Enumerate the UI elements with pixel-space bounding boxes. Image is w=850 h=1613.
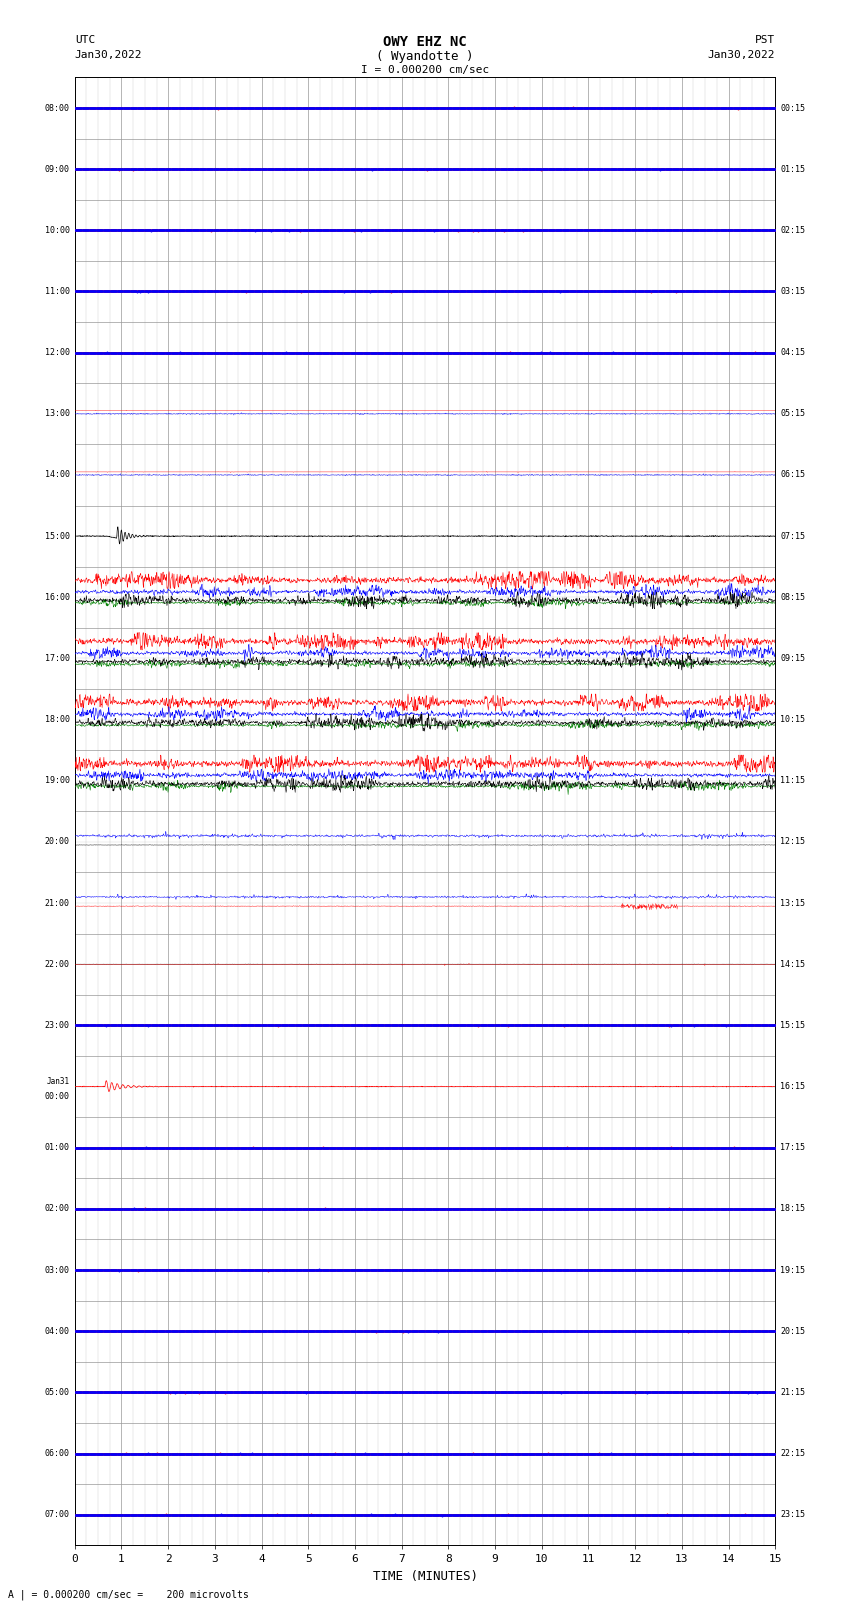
Text: 22:15: 22:15 — [780, 1448, 805, 1458]
Text: 17:15: 17:15 — [780, 1144, 805, 1152]
Text: Jan31: Jan31 — [47, 1077, 70, 1086]
Text: 06:15: 06:15 — [780, 471, 805, 479]
Text: 01:15: 01:15 — [780, 165, 805, 174]
Text: 09:00: 09:00 — [45, 165, 70, 174]
Text: OWY EHZ NC: OWY EHZ NC — [383, 35, 467, 50]
Text: 14:15: 14:15 — [780, 960, 805, 969]
Text: 20:00: 20:00 — [45, 837, 70, 847]
Text: 16:00: 16:00 — [45, 594, 70, 602]
Text: 10:15: 10:15 — [780, 715, 805, 724]
Text: 00:00: 00:00 — [45, 1092, 70, 1100]
Text: 01:00: 01:00 — [45, 1144, 70, 1152]
Text: 12:15: 12:15 — [780, 837, 805, 847]
Text: ( Wyandotte ): ( Wyandotte ) — [377, 50, 473, 63]
Text: Jan30,2022: Jan30,2022 — [708, 50, 775, 60]
Text: 19:00: 19:00 — [45, 776, 70, 786]
Text: 23:00: 23:00 — [45, 1021, 70, 1029]
Text: 18:15: 18:15 — [780, 1205, 805, 1213]
Text: 06:00: 06:00 — [45, 1448, 70, 1458]
Text: 21:00: 21:00 — [45, 898, 70, 908]
Text: I = 0.000200 cm/sec: I = 0.000200 cm/sec — [361, 65, 489, 74]
Text: 03:15: 03:15 — [780, 287, 805, 295]
Text: 02:15: 02:15 — [780, 226, 805, 235]
Text: 05:15: 05:15 — [780, 410, 805, 418]
Text: 12:00: 12:00 — [45, 348, 70, 356]
X-axis label: TIME (MINUTES): TIME (MINUTES) — [372, 1569, 478, 1582]
Text: 18:00: 18:00 — [45, 715, 70, 724]
Text: 08:15: 08:15 — [780, 594, 805, 602]
Text: 23:15: 23:15 — [780, 1510, 805, 1519]
Text: 11:00: 11:00 — [45, 287, 70, 295]
Text: 09:15: 09:15 — [780, 653, 805, 663]
Text: 21:15: 21:15 — [780, 1387, 805, 1397]
Text: 22:00: 22:00 — [45, 960, 70, 969]
Text: 19:15: 19:15 — [780, 1266, 805, 1274]
Text: PST: PST — [755, 35, 775, 45]
Text: 04:00: 04:00 — [45, 1327, 70, 1336]
Text: 07:15: 07:15 — [780, 532, 805, 540]
Text: A | = 0.000200 cm/sec =    200 microvolts: A | = 0.000200 cm/sec = 200 microvolts — [8, 1589, 249, 1600]
Text: 15:00: 15:00 — [45, 532, 70, 540]
Text: 13:00: 13:00 — [45, 410, 70, 418]
Text: 11:15: 11:15 — [780, 776, 805, 786]
Text: UTC: UTC — [75, 35, 95, 45]
Text: 03:00: 03:00 — [45, 1266, 70, 1274]
Text: Jan30,2022: Jan30,2022 — [75, 50, 142, 60]
Text: 15:15: 15:15 — [780, 1021, 805, 1029]
Text: 05:00: 05:00 — [45, 1387, 70, 1397]
Text: 00:15: 00:15 — [780, 103, 805, 113]
Text: 04:15: 04:15 — [780, 348, 805, 356]
Text: 07:00: 07:00 — [45, 1510, 70, 1519]
Text: 20:15: 20:15 — [780, 1327, 805, 1336]
Text: 16:15: 16:15 — [780, 1082, 805, 1090]
Text: 10:00: 10:00 — [45, 226, 70, 235]
Text: 14:00: 14:00 — [45, 471, 70, 479]
Text: 17:00: 17:00 — [45, 653, 70, 663]
Text: 13:15: 13:15 — [780, 898, 805, 908]
Text: 02:00: 02:00 — [45, 1205, 70, 1213]
Text: 08:00: 08:00 — [45, 103, 70, 113]
